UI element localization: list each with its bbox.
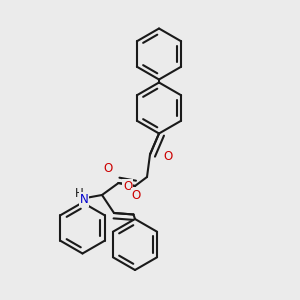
Text: O: O <box>103 161 112 175</box>
Text: H: H <box>75 187 84 200</box>
Text: O: O <box>123 179 132 193</box>
Text: N: N <box>80 193 88 206</box>
Text: O: O <box>164 149 172 163</box>
Text: O: O <box>132 188 141 202</box>
